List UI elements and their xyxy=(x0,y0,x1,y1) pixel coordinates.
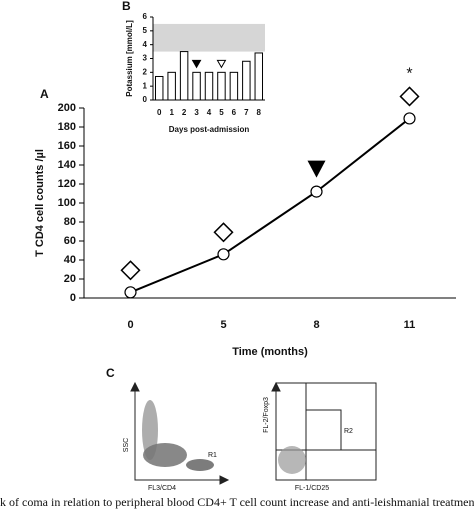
x-label: FL-1/CD25 xyxy=(295,485,329,492)
y-tick-label: 200 xyxy=(58,102,76,114)
treatment-marker xyxy=(120,260,141,281)
x-tick-label: 5 xyxy=(220,319,226,331)
panel-label: B xyxy=(122,0,131,13)
x-tick-label: 11 xyxy=(404,319,416,331)
y-tick-label: 60 xyxy=(64,235,76,247)
gate-r2 xyxy=(305,409,342,451)
y-tick-label: 0 xyxy=(70,292,76,304)
y-tick-label: 2 xyxy=(143,67,148,76)
y-tick-label: 80 xyxy=(64,216,76,228)
normal-range xyxy=(153,23,265,52)
dot-cloud xyxy=(278,446,306,474)
x-label: FL3/CD4 xyxy=(148,485,176,492)
y-tick-label: 6 xyxy=(143,12,148,21)
dot-cloud xyxy=(142,400,158,460)
point xyxy=(217,248,230,261)
y-label: Potassium [mmol/L] xyxy=(125,20,134,97)
bar xyxy=(204,71,214,101)
x-tick-label: 2 xyxy=(182,108,187,117)
y-tick-label: 3 xyxy=(143,54,148,63)
bar xyxy=(242,60,251,101)
y-tick-label: 4 xyxy=(143,40,148,49)
point xyxy=(310,185,323,198)
bar xyxy=(154,75,164,101)
y-tick-label: 40 xyxy=(64,254,76,266)
bar xyxy=(254,52,264,101)
bar xyxy=(167,71,176,101)
y-label: FL-2/Foxp3 xyxy=(263,397,270,433)
bar xyxy=(179,51,189,101)
annotation: * xyxy=(406,66,412,83)
arrow xyxy=(130,381,140,392)
gate-label: R2 xyxy=(344,428,353,435)
y-tick-label: 180 xyxy=(58,121,76,133)
x-label: Time (months) xyxy=(232,346,308,358)
x-tick-label: 0 xyxy=(127,319,133,331)
panel-label: C xyxy=(106,366,115,380)
arrow xyxy=(271,381,281,392)
bar xyxy=(229,71,239,101)
treatment-marker xyxy=(213,222,234,243)
gate-label: R1 xyxy=(208,452,217,459)
x-tick-label: 4 xyxy=(207,108,212,117)
marker xyxy=(191,59,202,69)
y-tick-label: 5 xyxy=(143,26,148,35)
x-label: Days post-admission xyxy=(169,125,250,134)
caption: k of coma in relation to peripheral bloo… xyxy=(0,495,474,509)
flow-plots xyxy=(130,381,377,485)
y-tick-label: 120 xyxy=(58,178,76,190)
x-tick-label: 5 xyxy=(219,108,224,117)
x-tick-label: 8 xyxy=(313,319,319,331)
y-tick-label: 20 xyxy=(64,273,76,285)
y-tick-label: 160 xyxy=(58,140,76,152)
dot-cloud xyxy=(186,459,214,471)
panel-label: A xyxy=(40,87,49,101)
y-tick-label: 0 xyxy=(143,95,148,104)
line xyxy=(130,117,411,294)
point xyxy=(403,112,416,125)
plot-frame xyxy=(275,382,377,481)
y-tick-label: 1 xyxy=(143,81,148,90)
x-tick-label: 0 xyxy=(157,108,162,117)
bar xyxy=(217,71,226,101)
x-tick-label: 7 xyxy=(244,108,249,117)
x-tick-label: 8 xyxy=(257,108,262,117)
x-tick-label: 3 xyxy=(194,108,199,117)
point xyxy=(124,286,137,299)
y-label: SSC xyxy=(123,438,130,452)
y-tick-label: 140 xyxy=(58,159,76,171)
y-label: T CD4 cell counts /µl xyxy=(34,149,46,257)
axis xyxy=(134,383,228,481)
bar xyxy=(192,71,201,101)
x-tick-label: 1 xyxy=(169,108,174,117)
marker xyxy=(216,59,227,69)
coma-marker xyxy=(307,160,326,178)
y-tick-label: 100 xyxy=(58,197,76,209)
arrow xyxy=(219,475,230,485)
x-tick-label: 6 xyxy=(232,108,237,117)
treatment-marker xyxy=(399,86,420,107)
